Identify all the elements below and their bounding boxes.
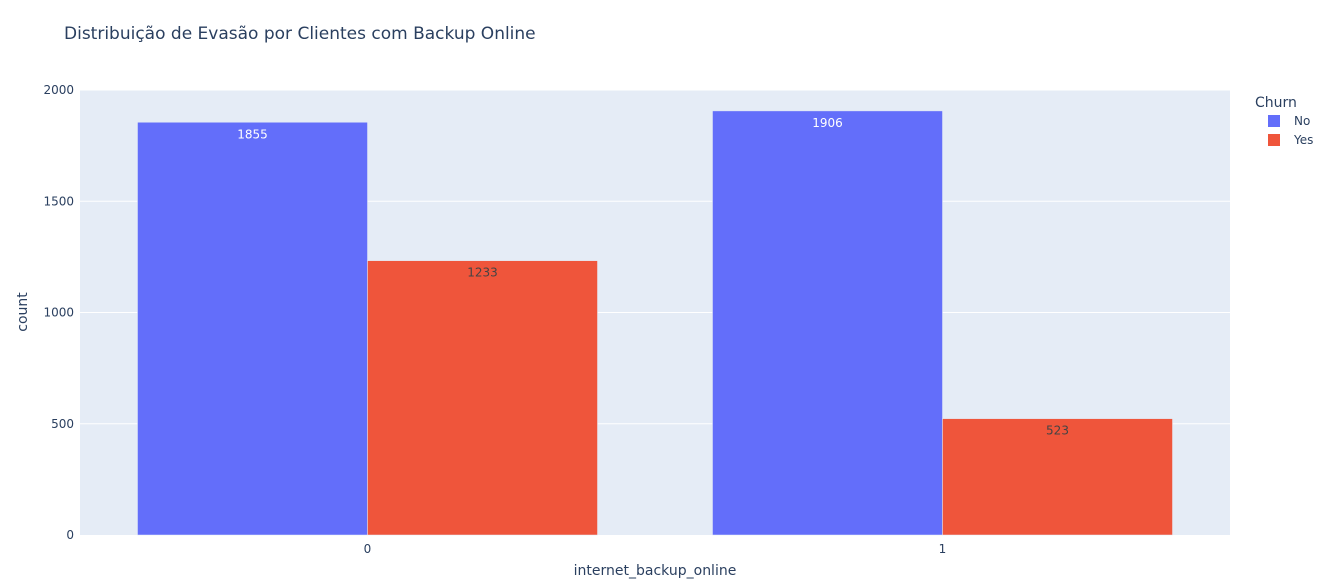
x-tick-label: 1	[939, 542, 947, 556]
legend-swatch[interactable]	[1268, 115, 1280, 127]
y-axis-ticks: 0 500 1000 1500 2000	[43, 83, 74, 542]
legend[interactable]: Churn No Yes	[1255, 95, 1313, 147]
y-tick-label: 1000	[43, 306, 74, 320]
bar-value-label: 1855	[237, 127, 268, 141]
bars[interactable]	[137, 110, 1173, 536]
bar-no-0[interactable]	[137, 122, 368, 536]
legend-label[interactable]: Yes	[1293, 133, 1313, 147]
bar-labels: 1855 1233 1906 523	[237, 116, 1069, 438]
bar-yes-0[interactable]	[367, 260, 598, 536]
legend-label[interactable]: No	[1294, 114, 1310, 128]
legend-swatch[interactable]	[1268, 134, 1280, 146]
bar-value-label: 1906	[812, 116, 843, 130]
legend-title: Churn	[1255, 95, 1297, 111]
chart-title: Distribuição de Evasão por Clientes com …	[64, 24, 536, 44]
y-tick-label: 2000	[43, 83, 74, 97]
bar-yes-1[interactable]	[942, 418, 1173, 536]
bar-value-label: 523	[1046, 424, 1069, 438]
bar-value-label: 1233	[467, 266, 498, 280]
y-axis-title: count	[15, 292, 31, 332]
y-tick-label: 1500	[43, 194, 74, 208]
y-tick-label: 0	[66, 528, 74, 542]
x-axis-title: internet_backup_online	[574, 563, 737, 579]
bar-no-1[interactable]	[712, 110, 943, 536]
y-tick-label: 500	[51, 417, 74, 431]
x-tick-label: 0	[364, 542, 372, 556]
